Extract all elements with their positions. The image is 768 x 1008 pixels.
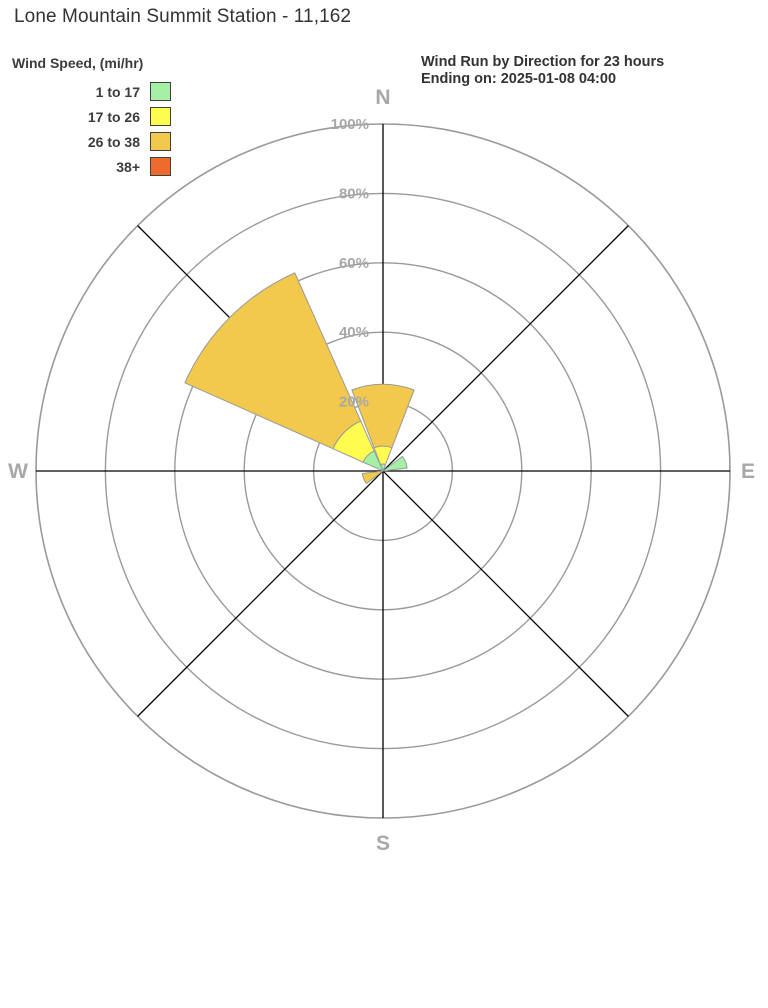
wind-rose-petals xyxy=(184,272,415,485)
subtitle-line-period: Wind Run by Direction for 23 hours xyxy=(421,54,665,70)
legend-item: 38+ xyxy=(12,154,312,179)
radial-tick-labels: 20% 40% 60% 80% 100% xyxy=(331,116,369,411)
radial-tick-label-80: 80% xyxy=(339,185,369,202)
legend-item: 1 to 17 xyxy=(12,79,312,104)
legend-item-label: 1 to 17 xyxy=(95,83,140,100)
page-title: Lone Mountain Summit Station - 11,162 xyxy=(14,6,352,27)
radial-tick-label-20: 20% xyxy=(339,394,369,411)
legend-swatch-38-plus xyxy=(150,157,171,176)
legend-swatch-17-to-26 xyxy=(150,107,171,126)
legend-item-label: 17 to 26 xyxy=(87,108,140,125)
compass-label-E: E xyxy=(741,460,755,483)
compass-label-W: W xyxy=(8,460,28,483)
legend: Wind Speed, (mi/hr) 1 to 17 17 to 26 26 … xyxy=(12,55,312,179)
radial-tick-label-60: 60% xyxy=(339,255,369,272)
rose-sector-N-26-to-38 xyxy=(351,383,415,449)
rose-sector-extra-1 xyxy=(361,470,384,485)
radial-tick-label-40: 40% xyxy=(339,324,369,341)
chart-subtitle: Wind Run by Direction for 23 hours Endin… xyxy=(421,54,664,88)
compass-labels: N E S W xyxy=(8,86,755,855)
rose-sector-NW-26-to-38 xyxy=(184,272,362,450)
compass-label-S: S xyxy=(376,832,390,855)
legend-item: 17 to 26 xyxy=(12,104,312,129)
legend-heading: Wind Speed, (mi/hr) xyxy=(12,55,144,71)
legend-item-label: 26 to 38 xyxy=(87,133,140,150)
legend-swatch-26-to-38 xyxy=(150,132,171,151)
compass-label-N: N xyxy=(375,86,390,109)
legend-swatch-1-to-17 xyxy=(150,82,171,101)
radial-tick-label-100: 100% xyxy=(331,116,369,133)
rose-sector-extra-0 xyxy=(382,455,408,472)
legend-item: 26 to 38 xyxy=(12,129,312,154)
subtitle-line-ending: Ending on: 2025-01-08 04:00 xyxy=(421,71,617,87)
legend-item-label: 38+ xyxy=(116,158,140,175)
